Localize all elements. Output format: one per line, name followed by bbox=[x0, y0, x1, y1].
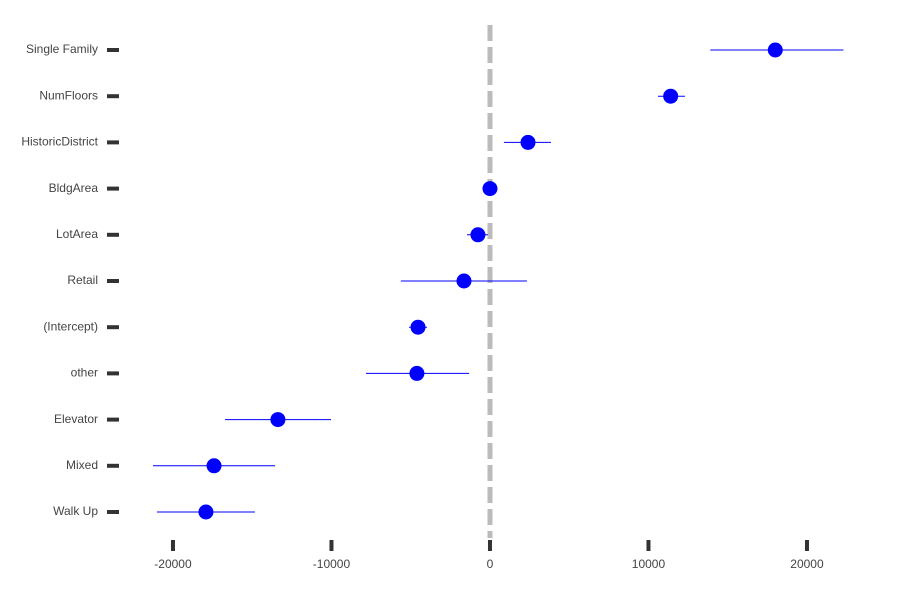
y-tick-label: Retail bbox=[67, 273, 98, 287]
x-tick-label: 20000 bbox=[790, 557, 824, 571]
point bbox=[409, 365, 425, 381]
y-tick-label: LotArea bbox=[56, 227, 98, 241]
y-tick-label: Walk Up bbox=[53, 504, 98, 518]
point bbox=[206, 458, 222, 474]
x-tick-label: 10000 bbox=[632, 557, 666, 571]
y-tick-label: NumFloors bbox=[39, 88, 98, 102]
point bbox=[198, 504, 214, 520]
x-tick-label: -10000 bbox=[313, 557, 351, 571]
x-tick-label: -20000 bbox=[154, 557, 192, 571]
point bbox=[456, 273, 472, 289]
y-tick-label: Elevator bbox=[54, 412, 98, 426]
point bbox=[520, 134, 536, 150]
point bbox=[410, 319, 426, 335]
y-tick-label: HistoricDistrict bbox=[21, 135, 98, 149]
y-tick-label: Single Family bbox=[26, 42, 98, 56]
y-tick-label: Mixed bbox=[66, 458, 98, 472]
point bbox=[663, 88, 679, 104]
y-tick-label: BldgArea bbox=[49, 181, 99, 195]
x-tick-label: 0 bbox=[487, 557, 494, 571]
y-tick-label: (Intercept) bbox=[43, 319, 98, 333]
point bbox=[482, 181, 498, 197]
point bbox=[767, 42, 783, 58]
y-tick-label: other bbox=[71, 366, 98, 380]
point bbox=[470, 227, 486, 243]
point bbox=[270, 412, 286, 428]
